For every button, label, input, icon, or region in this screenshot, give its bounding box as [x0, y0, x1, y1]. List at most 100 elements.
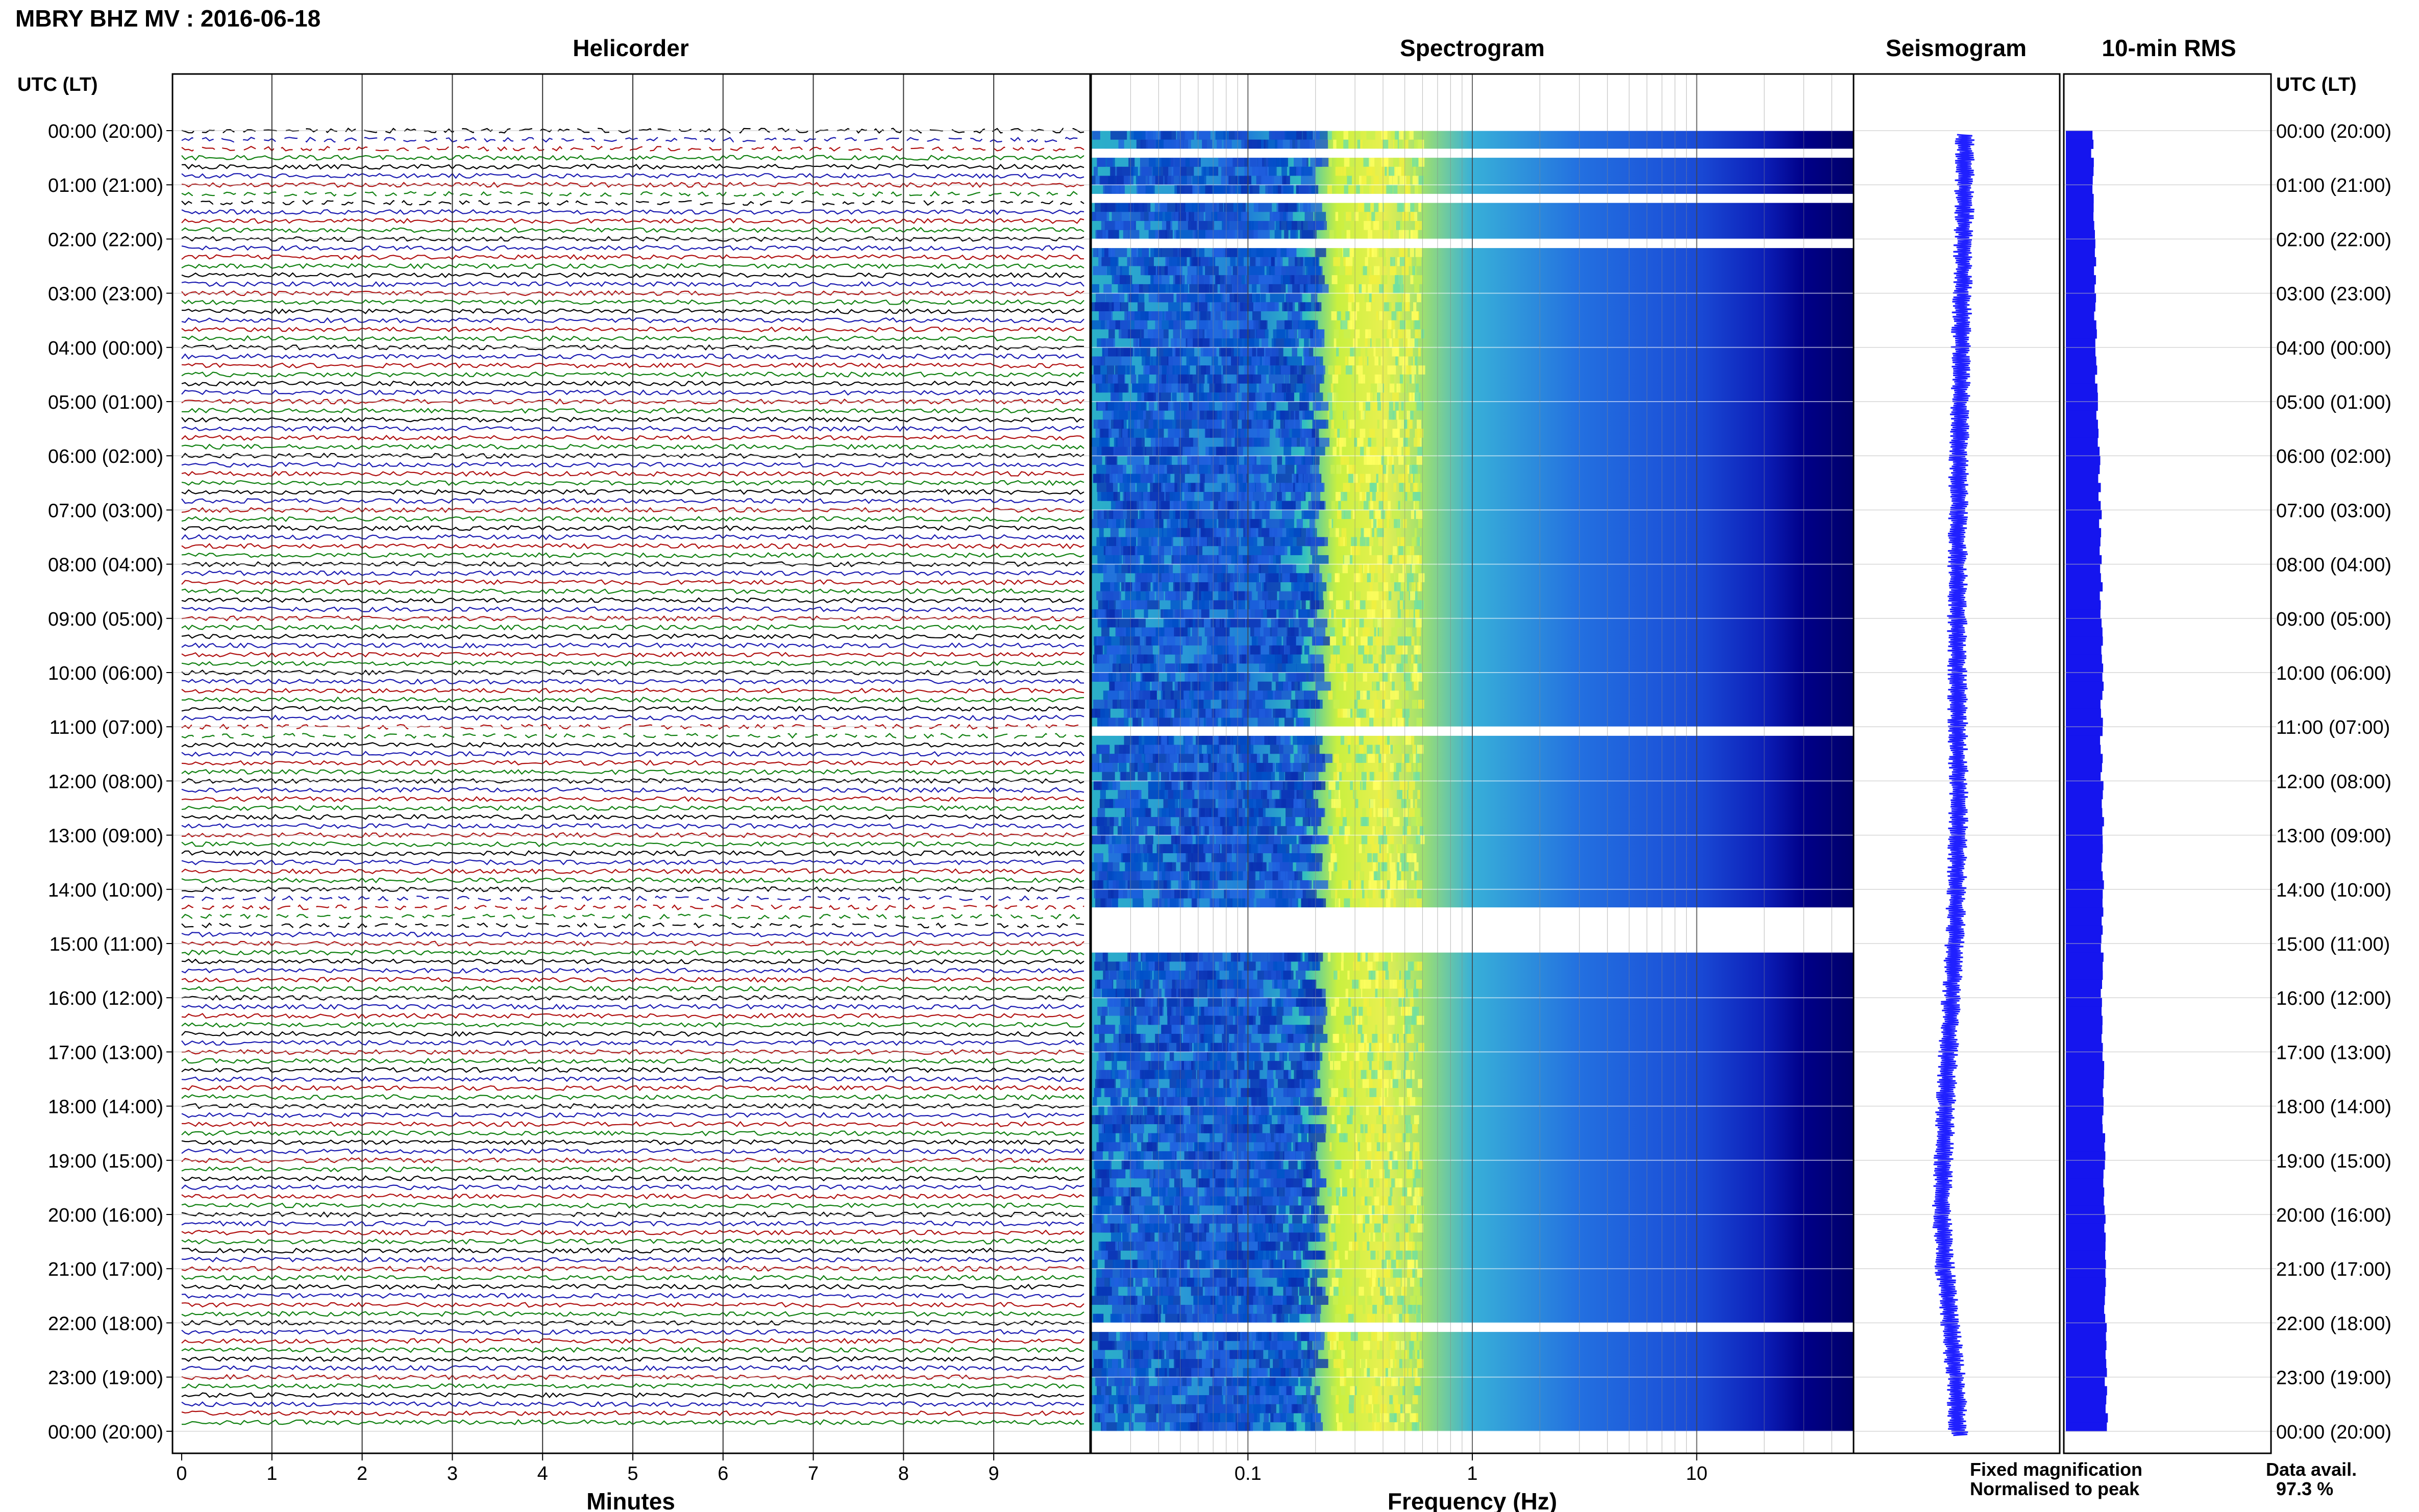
spectrogram-cell — [1106, 456, 1117, 465]
spectrogram-cell — [1199, 772, 1215, 781]
spectrogram-cell — [1101, 221, 1117, 230]
spectrogram-cell — [1384, 456, 1388, 465]
spectrogram-cell — [1106, 537, 1117, 547]
spectrogram-cell — [1299, 392, 1305, 402]
spectrogram-cell — [1381, 862, 1386, 872]
spectrogram-cell — [1387, 329, 1391, 339]
spectrogram-cell — [1157, 871, 1162, 881]
spectrogram-cell — [1395, 166, 1401, 176]
spectrogram-cell — [1130, 564, 1144, 574]
spectrogram-cell — [1372, 528, 1374, 537]
spectrogram-cell — [1186, 636, 1202, 646]
spectrogram-cell — [1174, 338, 1189, 348]
spectrogram-cell — [1282, 889, 1295, 899]
spectrogram-cell — [1338, 537, 1344, 547]
spectrogram-cell — [1398, 456, 1404, 465]
spectrogram-cell — [1336, 600, 1343, 610]
spectrogram-cell — [1095, 871, 1107, 881]
spectrogram-cell — [1277, 158, 1288, 167]
spectrogram-cell — [1108, 347, 1118, 357]
spectrogram-cell — [1261, 546, 1278, 555]
spectrogram-cell — [1138, 817, 1156, 826]
spectrogram-cell — [1123, 546, 1135, 555]
spectrogram-cell — [1393, 817, 1400, 826]
spectrogram-cell — [1416, 275, 1423, 284]
spectrogram-cell — [1395, 708, 1402, 718]
spectrogram-cell — [1158, 293, 1174, 303]
spectrogram-cell — [1161, 131, 1176, 140]
spectrogram-cell — [1346, 230, 1350, 239]
spectrogram-cell — [1373, 347, 1376, 357]
spectrogram-cell — [1402, 212, 1409, 221]
spectrogram-cell — [1374, 700, 1380, 709]
spectrogram-cell — [1155, 754, 1167, 763]
spectrogram-cell — [1417, 790, 1420, 799]
spectrogram-cell — [1258, 383, 1273, 393]
spectrogram-cell — [1108, 717, 1119, 727]
rms-title: 10-min RMS — [2102, 35, 2236, 61]
spectrogram-cell — [1357, 203, 1364, 212]
spectrogram-cell — [1106, 464, 1123, 474]
spectrogram-cell — [1213, 528, 1220, 537]
spectrogram-cell — [1097, 745, 1109, 754]
spectrogram-cell — [1249, 645, 1260, 655]
spectrogram-cell — [1231, 356, 1240, 366]
spectrogram-cell — [1199, 456, 1211, 465]
spectrogram-cell — [1211, 853, 1227, 862]
spectrogram-cell — [1241, 537, 1257, 547]
spectrogram-cell — [1410, 754, 1414, 763]
spectrogram-cell — [1416, 456, 1423, 465]
spectrogram-cell — [1224, 763, 1232, 772]
spectrogram-cell — [1379, 203, 1384, 212]
spectrogram-cell — [1403, 808, 1408, 817]
spectrogram-cell — [1360, 600, 1366, 610]
spectrogram-cell — [1269, 166, 1277, 176]
spectrogram-cell — [1132, 383, 1149, 393]
spectrogram-cell — [1184, 826, 1192, 835]
spectrogram-cell — [1311, 591, 1323, 601]
spectrogram-cell — [1098, 383, 1115, 393]
spectrogram-cell — [1360, 573, 1363, 582]
spectrogram-cell — [1155, 826, 1171, 835]
spectrogram-cell — [1167, 437, 1174, 447]
spectrogram-cell — [1359, 844, 1362, 853]
spectrogram-cell — [1337, 772, 1340, 781]
spectrogram-cell — [1150, 492, 1165, 501]
spectrogram-cell — [1202, 654, 1218, 664]
spectrogram-cell — [1146, 636, 1152, 646]
spectrogram-cell — [1347, 176, 1352, 185]
spectrogram-cell — [1381, 808, 1388, 817]
spectrogram-cell — [1120, 600, 1131, 610]
spectrogram-cell — [1406, 456, 1411, 465]
spectrogram-cell — [1239, 329, 1250, 339]
spectrogram-cell — [1215, 708, 1227, 718]
spectrogram-cell — [1131, 745, 1140, 754]
spectrogram-cell — [1302, 817, 1310, 826]
spectrogram-cell — [1174, 627, 1183, 637]
spectrogram-cell — [1202, 591, 1212, 601]
spectrogram-cell — [1253, 853, 1263, 862]
spectrogram-cell — [1408, 961, 1414, 971]
spectrogram-cell — [1345, 618, 1349, 628]
spectrogram-cell — [1257, 555, 1273, 564]
spectrogram-cell — [1364, 492, 1370, 501]
spectrogram-cell — [1264, 582, 1281, 591]
spectrogram-cell — [1331, 501, 1336, 510]
spectrogram-cell — [1168, 374, 1178, 384]
spectrogram-cell — [1402, 564, 1406, 574]
spectrogram-cell — [1096, 293, 1106, 303]
spectrogram-cell — [1269, 645, 1280, 655]
spectrogram-cell — [1296, 889, 1304, 899]
spectrogram-cell — [1120, 212, 1130, 221]
spectrogram-cell — [1235, 293, 1252, 303]
spectrogram-cell — [1408, 131, 1414, 140]
spectrogram-cell — [1187, 781, 1192, 790]
spectrogram-cell — [1394, 582, 1401, 591]
spectrogram-cell — [1328, 158, 1332, 167]
spectrogram-cell — [1232, 158, 1245, 167]
spectrogram-cell — [1369, 708, 1374, 718]
spectrogram-cell — [1397, 636, 1403, 646]
spectrogram-cell — [1153, 971, 1158, 980]
spectrogram-cell — [1186, 356, 1198, 366]
spectrogram-cell — [1334, 392, 1339, 402]
